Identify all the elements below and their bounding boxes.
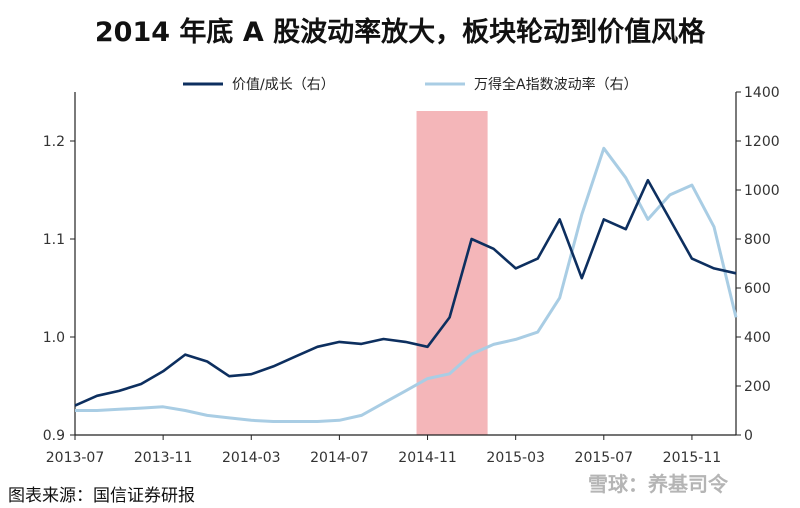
legend-label-volatility: 万得全A指数波动率（右）: [474, 76, 638, 93]
highlight-band: [416, 111, 488, 435]
right-tick-label: 0: [744, 428, 753, 444]
legend-label-value-growth: 价值/成长（右）: [232, 77, 335, 93]
chart-title: 2014 年底 A 股波动率放大，板块轮动到价值风格: [94, 17, 706, 48]
right-axis-ticks: 0 200 400 600 800 1000 1200 1400: [736, 85, 780, 444]
source-note: 图表来源：国信证券研报: [8, 486, 195, 506]
series-layer: [74, 146, 738, 423]
right-tick-label: 600: [744, 281, 771, 297]
x-tick-label: 2014-07: [310, 450, 369, 466]
right-tick-label: 800: [744, 232, 771, 248]
x-tick-label: 2013-07: [46, 450, 105, 466]
series-line-volatility: [75, 146, 738, 423]
x-tick-label: 2015-07: [575, 450, 634, 466]
legend: 价值/成长（右） 万得全A指数波动率（右）: [183, 76, 638, 93]
x-tick-label: 2014-11: [398, 450, 457, 466]
series-line-value-growth: [74, 178, 737, 407]
x-tick-label: 2013-11: [134, 450, 193, 466]
right-tick-label: 1000: [744, 183, 780, 199]
left-tick-label: 0.9: [43, 428, 65, 444]
x-tick-label: 2015-11: [663, 450, 722, 466]
left-tick-label: 1.1: [43, 232, 65, 248]
left-tick-label: 1.2: [43, 134, 65, 150]
right-tick-label: 1400: [744, 85, 780, 101]
left-tick-label: 1.0: [43, 330, 65, 346]
x-tick-label: 2014-03: [222, 450, 281, 466]
x-axis-ticks: 2013-07 2013-11 2014-03 2014-07 2014-11 2015-…: [46, 435, 721, 466]
left-axis-ticks: 0.9 1.0 1.1 1.2: [43, 134, 75, 444]
right-tick-label: 1200: [744, 134, 780, 150]
watermark: 雪球：养基司令: [588, 472, 728, 496]
right-tick-label: 200: [744, 379, 771, 395]
right-tick-label: 400: [744, 330, 771, 346]
x-tick-label: 2015-03: [486, 450, 545, 466]
